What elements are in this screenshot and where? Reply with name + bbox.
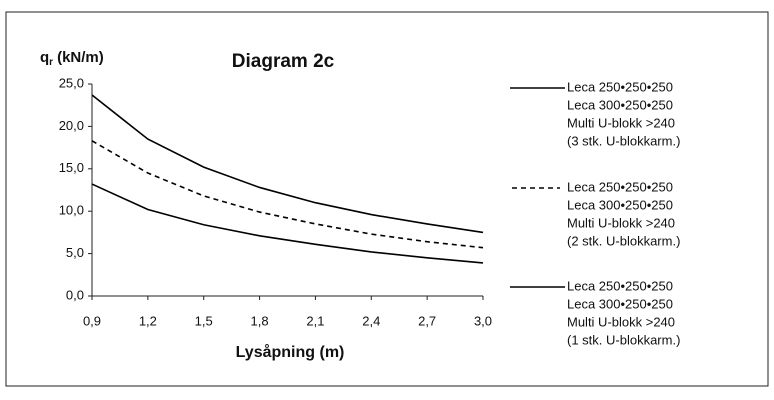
legend-label: Leca 250•250•250: [567, 278, 673, 293]
x-tick-label: 2,7: [418, 313, 436, 328]
y-label-sub: r: [49, 57, 53, 68]
frame: [5, 11, 769, 387]
x-tick-label: 2,4: [362, 313, 380, 328]
series-line: [91, 140, 484, 249]
series-line: [91, 94, 484, 234]
y-label-main: q: [40, 49, 49, 66]
legend-label: Leca 250•250•250: [567, 179, 673, 194]
chart-title: Diagram 2c: [232, 51, 335, 72]
x-tick-label: 0,9: [83, 313, 101, 328]
y-tick-label: 0,0: [66, 287, 84, 302]
x-tick-label: 3,0: [474, 313, 492, 328]
series-line: [91, 183, 484, 264]
x-tick-label: 1,2: [139, 313, 157, 328]
y-tick-label: 5,0: [66, 245, 84, 260]
y-axis-label: qr (kN/m): [40, 49, 104, 68]
legend-label: Multi U-blokk >240: [567, 314, 675, 329]
y-tick-label: 15,0: [59, 160, 84, 175]
y-tick-label: 25,0: [59, 75, 84, 90]
x-tick-label: 1,5: [195, 313, 213, 328]
x-tick-label: 1,8: [251, 313, 269, 328]
legend-label: Multi U-blokk >240: [567, 215, 675, 230]
legend-label: Leca 300•250•250: [567, 97, 673, 112]
legend-label: Leca 300•250•250: [567, 296, 673, 311]
y-tick-label: 10,0: [59, 203, 84, 218]
legend-label: (1 stk. U-blokkarm.): [567, 332, 680, 347]
legend-label: Leca 300•250•250: [567, 197, 673, 212]
x-tick-label: 2,1: [306, 313, 324, 328]
y-tick-label: 20,0: [59, 118, 84, 133]
legend-label: (3 stk. U-blokkarm.): [567, 133, 680, 148]
x-axis-label: Lysåpning (m): [236, 343, 345, 361]
y-label-unit: (kN/m): [57, 49, 104, 66]
legend-label: (2 stk. U-blokkarm.): [567, 233, 680, 248]
legend-label: Multi U-blokk >240: [567, 115, 675, 130]
legend-label: Leca 250•250•250: [567, 79, 673, 94]
